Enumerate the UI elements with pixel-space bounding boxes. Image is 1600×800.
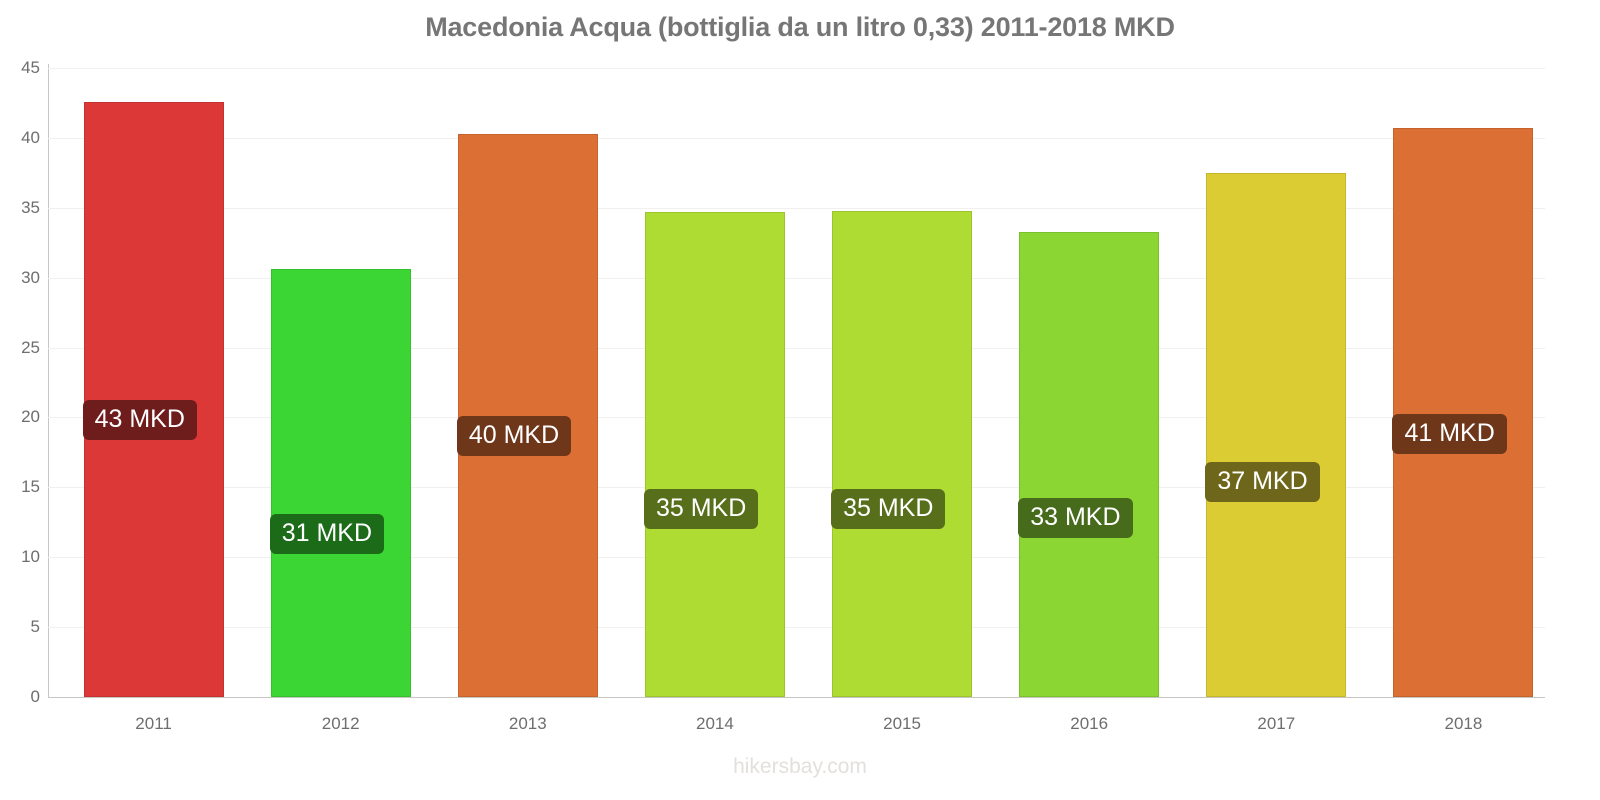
y-axis-tick-label: 15 (21, 477, 40, 497)
bar[interactable]: 35 MKD (643, 211, 785, 697)
y-axis-tick-label: 35 (21, 197, 40, 217)
y-axis-tick-label: 40 (21, 127, 40, 147)
bar-value-label: 43 MKD (82, 400, 197, 441)
bar[interactable]: 37 MKD (1205, 172, 1347, 697)
chart-title: Macedonia Acqua (bottiglia da un litro 0… (425, 12, 1175, 42)
x-axis-tick-label: 2017 (1257, 714, 1296, 733)
bar[interactable]: 31 MKD (269, 269, 411, 697)
y-axis-tick-label: 20 (21, 407, 40, 427)
x-axis-tick-label: 2013 (508, 714, 547, 733)
gridline (48, 627, 1545, 629)
bar[interactable]: 43 MKD (82, 101, 224, 697)
y-axis-tick-label: 25 (21, 337, 40, 357)
bar-value-label: 33 MKD (1018, 497, 1133, 538)
bar[interactable]: 35 MKD (831, 210, 973, 697)
gridline (48, 697, 1545, 698)
gridline (48, 207, 1545, 209)
gridline (48, 557, 1545, 559)
gridline (48, 417, 1545, 419)
gridline (48, 347, 1545, 349)
x-axis-tick-label: 2015 (883, 714, 921, 733)
bar[interactable]: 33 MKD (1018, 231, 1160, 697)
y-axis-tick-label: 5 (30, 617, 40, 637)
x-axis-tick-label: 2014 (696, 714, 734, 733)
y-axis-tick-label: 30 (21, 267, 40, 287)
y-axis-tick-label: 45 (21, 58, 40, 77)
y-axis-tick-labels: 0 5 10 15 20 25 30 35 40 45 (0, 58, 40, 706)
bar-value-label: 31 MKD (269, 514, 384, 555)
x-axis-tick-label: 2018 (1444, 714, 1483, 733)
bar-value-label: 35 MKD (643, 489, 759, 530)
plot-area: 43 MKD 31 MKD 40 MKD 35 MKD 35 MKD 33 MKD 37 M… (48, 68, 1545, 698)
gridline (48, 277, 1545, 279)
bar-value-label: 35 MKD (831, 488, 946, 529)
bar[interactable]: 40 MKD (456, 133, 598, 697)
bar-value-label: 41 MKD (1392, 413, 1507, 454)
gridline (48, 68, 1545, 69)
y-axis-line (48, 64, 49, 698)
y-axis-tick-label: 10 (21, 547, 40, 567)
bar-value-label: 37 MKD (1205, 462, 1320, 503)
x-axis-tick-label: 2011 (135, 714, 172, 733)
x-axis-tick-labels: 2011 2012 2013 2014 2015 2016 2017 2018 (48, 706, 1545, 740)
x-axis-tick-label: 2016 (1070, 714, 1109, 733)
bar-value-label: 40 MKD (456, 416, 572, 457)
x-axis-tick-label: 2012 (321, 714, 360, 733)
bar[interactable]: 41 MKD (1392, 128, 1534, 697)
y-axis-tick-label: 0 (30, 687, 40, 706)
footer-credit: hikersbay.com (733, 755, 867, 778)
gridline (48, 487, 1545, 489)
gridline (48, 137, 1545, 139)
